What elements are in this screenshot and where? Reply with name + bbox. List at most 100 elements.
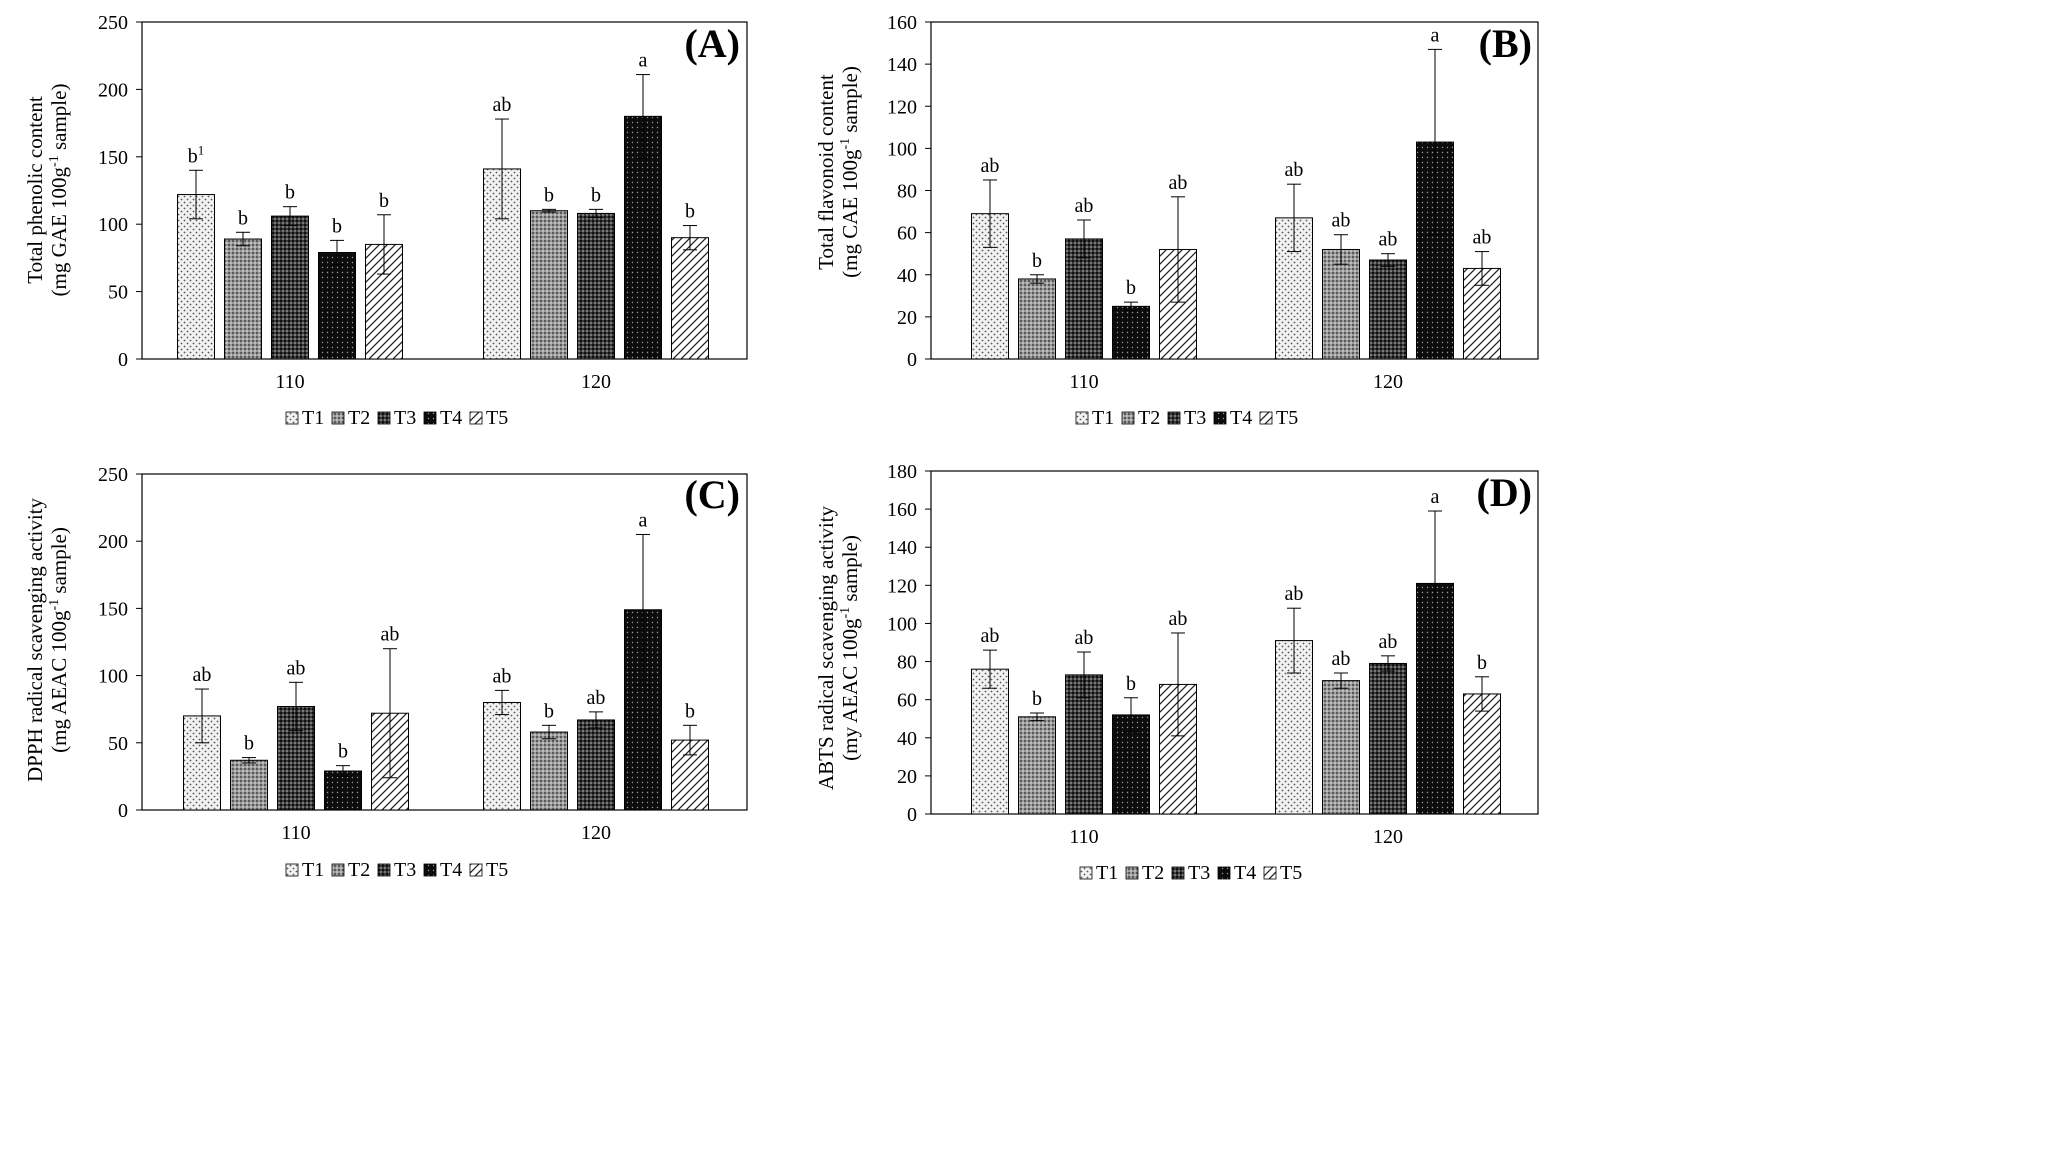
legend-swatch-T1: [1079, 866, 1093, 880]
bar-T2-110: [1018, 716, 1056, 815]
y-tick-label: 40: [897, 265, 917, 287]
legend-swatch-T5: [1259, 411, 1273, 425]
legend-label: T2: [348, 859, 370, 881]
significance-letter: ab: [1285, 159, 1304, 181]
bar-T3-110: [1065, 674, 1103, 815]
plot-frame: [930, 470, 1539, 815]
y-axis: 0 20 40 60 80 100 120 140 160 180: [887, 461, 931, 826]
y-axis-title-line2: (mg GAE 100g-1 sample): [47, 84, 71, 297]
significance-letter: b: [285, 182, 295, 204]
bar-T3-110: [271, 215, 309, 360]
y-tick-label: 0: [118, 349, 128, 371]
legend-swatch-T2: [1121, 411, 1135, 425]
panel-label: (A): [684, 21, 740, 66]
y-axis: 0 50 100 150 200 250: [98, 12, 142, 371]
legend-swatch-T3: [1171, 866, 1185, 880]
legend-label: T1: [1092, 407, 1114, 429]
bar-T4-110: [318, 252, 356, 360]
panel-b: 0 20 40 60 80 100 120 140 160 ab b ab b ab ab ab ab aab …: [814, 12, 1539, 429]
significance-letter: a: [1431, 24, 1440, 46]
panel-label: (C): [684, 472, 740, 517]
significance-letter: b: [591, 184, 601, 206]
legend-label: T1: [1096, 862, 1118, 884]
legend-swatch-T2: [331, 863, 345, 877]
significance-letter: b: [1126, 673, 1136, 695]
x-tick-label: 110: [275, 371, 304, 393]
bar-T2-120: [530, 731, 568, 811]
legend: T1 T2 T3 T4 T5: [285, 859, 508, 881]
y-axis-title-line2: (my AEAC 100g-1 sample): [838, 535, 862, 761]
legend-swatch-T2: [1125, 866, 1139, 880]
legend-label: T3: [394, 859, 416, 881]
bar-T1-110: [971, 668, 1009, 815]
bar-T2-110: [230, 759, 268, 811]
y-axis-title-line1: Total phenolic content: [23, 96, 47, 284]
significance-letter: ab: [1169, 608, 1188, 630]
y-tick-label: 140: [887, 537, 917, 559]
significance-letter: b: [238, 207, 248, 229]
y-tick-label: 160: [887, 12, 917, 34]
significance-letter: ab: [1075, 195, 1094, 217]
significance-letter: b: [379, 190, 389, 212]
significance-letter: ab: [1473, 227, 1492, 249]
significance-letter: ab: [981, 625, 1000, 647]
significance-letter: b: [1032, 250, 1042, 272]
bar-T3-120: [577, 212, 615, 360]
y-tick-label: 40: [897, 728, 917, 750]
plot-frame: [141, 21, 748, 360]
significance-letter: ab: [1332, 648, 1351, 670]
y-tick-label: 120: [887, 575, 917, 597]
legend: T1 T2 T3 T4 T5: [285, 407, 508, 429]
x-tick-label: 120: [581, 371, 611, 393]
x-tick-label: 110: [1069, 371, 1098, 393]
panel-label: (B): [1479, 21, 1532, 66]
y-tick-label: 150: [98, 147, 128, 169]
x-axis: 110 120: [275, 371, 611, 393]
significance-letter: b: [685, 700, 695, 722]
x-tick-label: 120: [1373, 371, 1403, 393]
significance-letter: a: [639, 509, 648, 531]
y-tick-label: 50: [108, 282, 128, 304]
x-axis: 110 120: [1069, 371, 1403, 393]
y-tick-label: 250: [98, 12, 128, 34]
bar-T3-120: [1369, 662, 1407, 815]
significance-letter: b1: [188, 142, 205, 167]
significance-letter: b: [1032, 688, 1042, 710]
legend-swatch-T1: [1075, 411, 1089, 425]
bar-T1-120: [483, 701, 521, 811]
significance-letter: b: [1477, 652, 1487, 674]
legend-label: T1: [302, 407, 324, 429]
y-tick-label: 250: [98, 464, 128, 486]
y-tick-label: 140: [887, 54, 917, 76]
legend-swatch-T3: [377, 863, 391, 877]
y-tick-label: 50: [108, 733, 128, 755]
significance-letter: ab: [1332, 210, 1351, 232]
significance-letter: ab: [493, 94, 512, 116]
bar-T3-120: [1369, 259, 1407, 360]
y-axis: 0 50 100 150 200 250: [98, 464, 142, 822]
y-tick-label: 160: [887, 499, 917, 521]
y-tick-label: 0: [907, 349, 917, 371]
legend-label: T2: [348, 407, 370, 429]
legend-label: T5: [486, 407, 508, 429]
y-tick-label: 80: [897, 181, 917, 203]
legend-label: T4: [440, 407, 462, 429]
legend-swatch-T5: [469, 411, 483, 425]
significance-letter: ab: [1379, 229, 1398, 251]
significance-letter: ab: [1285, 583, 1304, 605]
legend-swatch-T1: [285, 411, 299, 425]
legend-label: T5: [1276, 407, 1298, 429]
significance-letter: b: [338, 741, 348, 763]
plot-frame: [141, 473, 748, 811]
legend-label: T3: [394, 407, 416, 429]
y-tick-label: 100: [887, 613, 917, 635]
legend-swatch-T1: [285, 863, 299, 877]
significance-letter: ab: [493, 665, 512, 687]
bar-T2-110: [1018, 278, 1056, 360]
legend-swatch-T4: [1217, 866, 1231, 880]
significance-letter: ab: [1379, 631, 1398, 653]
